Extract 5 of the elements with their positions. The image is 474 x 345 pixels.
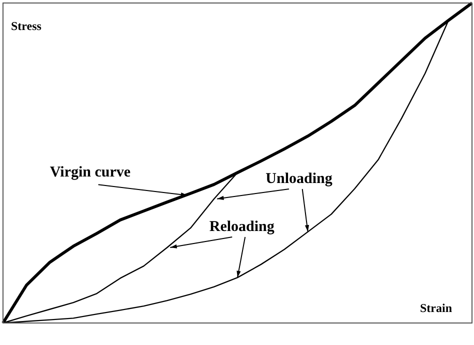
y-axis-title: Stress	[11, 19, 42, 34]
x-axis-title: Strain	[420, 301, 452, 316]
annotation: Reloading	[209, 218, 275, 235]
annotation: Unloading	[266, 170, 333, 187]
text: Virgin curve	[50, 164, 131, 180]
